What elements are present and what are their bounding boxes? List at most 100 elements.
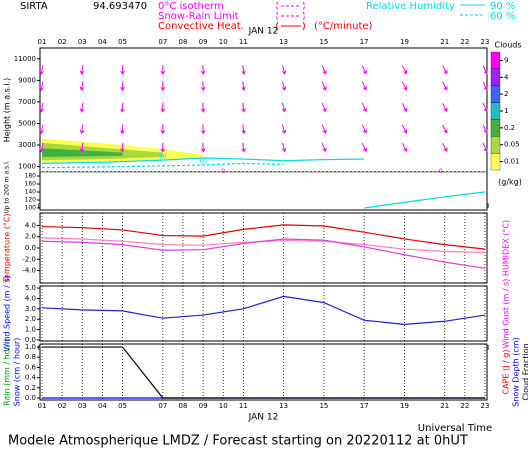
y-tick-label: 7000 xyxy=(18,98,36,106)
wind-arrow xyxy=(200,81,206,92)
wind-arrow xyxy=(321,81,327,91)
wind-arrow xyxy=(200,65,206,76)
wind-arrow xyxy=(442,124,448,134)
y-tick-label: 140 xyxy=(25,189,37,196)
y-tick-label: -2.0 xyxy=(22,255,36,263)
x-tick-label: 22 xyxy=(460,38,469,46)
wind-arrow xyxy=(361,65,367,75)
x-tick-label: 10 xyxy=(219,402,228,410)
x-tick-label: 11 xyxy=(239,38,248,46)
wind-arrow xyxy=(321,102,327,113)
wind-arrow xyxy=(120,102,125,113)
y-tick-label: 120 xyxy=(25,197,37,204)
wind-arrow xyxy=(401,124,408,134)
y-axis-label: Snow (cm / hour) xyxy=(13,338,22,407)
x-axis-label: Universal Time xyxy=(418,423,492,434)
y-tick-label: 0.8 xyxy=(25,353,36,361)
legend-label: 0°C isotherm xyxy=(158,1,224,12)
wind-arrow xyxy=(39,124,44,135)
wind-arrow xyxy=(160,65,166,76)
station: SIRTA xyxy=(20,1,48,12)
colorbar-label: 0.2 xyxy=(504,124,515,132)
rh-legend-label: Relative Humidity xyxy=(366,1,455,12)
y-axis-label: Rain (mm / hour) xyxy=(3,338,12,406)
y-tick-label: 9000 xyxy=(18,76,36,84)
x-tick-label: 10 xyxy=(219,38,228,46)
isotherm-label: 0 xyxy=(439,168,443,175)
x-tick-label: 23 xyxy=(481,38,490,46)
wind-arrow xyxy=(442,103,448,113)
colorbar-swatch xyxy=(490,136,501,154)
x-tick-label: 19 xyxy=(400,402,409,410)
x-tick-label: 01 xyxy=(38,402,47,410)
wind-arrow xyxy=(160,142,166,153)
wind-arrow xyxy=(79,124,85,135)
y-tick-label: 4.0 xyxy=(25,221,36,229)
station-value: 94.693470 xyxy=(93,1,147,12)
wind-arrow xyxy=(79,142,85,153)
x-tick-label: 05 xyxy=(118,402,127,410)
wind-arrow xyxy=(482,124,488,134)
wind-arrow xyxy=(482,103,488,113)
wind-arrow xyxy=(442,81,448,91)
wind-arrow xyxy=(241,102,246,113)
y-axis-label: Snow Depth (cm) xyxy=(512,337,521,406)
y-tick-label: 5000 xyxy=(18,119,36,127)
colorbar-swatch xyxy=(490,119,501,137)
plot-area xyxy=(39,212,488,284)
y-tick-label: 4.0 xyxy=(25,294,36,302)
x-tick-label: 11 xyxy=(239,402,248,410)
wind-arrow xyxy=(79,81,85,92)
wind-arrow xyxy=(401,81,408,91)
x-tick-label: 23 xyxy=(481,402,490,410)
x-tick-label: 13 xyxy=(279,38,288,46)
y-tick-label: 1.0 xyxy=(25,343,36,351)
rh-line xyxy=(42,157,365,164)
wind-arrow xyxy=(160,81,166,92)
y-tick-label: 5.0 xyxy=(25,284,36,292)
legend-samples xyxy=(276,1,485,31)
colorbar-swatch xyxy=(490,68,501,86)
x-tick-label: 19 xyxy=(400,38,409,46)
y-axis-label: Temperature (°C) xyxy=(3,213,12,283)
wind-arrow xyxy=(281,142,287,153)
wind-arrow xyxy=(160,124,166,135)
x-tick-label: 09 xyxy=(199,402,208,410)
y-tick-label: 0.0 xyxy=(25,244,36,252)
wind-arrow xyxy=(401,142,408,153)
wind-arrow xyxy=(200,142,206,153)
x-tick-label: 02 xyxy=(58,38,67,46)
wind-arrow xyxy=(241,81,246,92)
rh-contour-label: 90 xyxy=(159,154,167,161)
x-tick-label: 08 xyxy=(178,402,187,410)
legend-label: Convective Heat. xyxy=(158,21,244,32)
wind-arrow xyxy=(120,81,125,92)
plot-area xyxy=(39,47,488,211)
data-line xyxy=(41,295,486,325)
wind-arrow xyxy=(39,81,44,92)
x-tick-label: 02 xyxy=(58,402,67,410)
y-tick-label: 3000 xyxy=(18,141,36,149)
x-tick-label: 04 xyxy=(98,38,107,46)
legend-unit: (°C/minute) xyxy=(314,21,373,32)
wind-arrow xyxy=(120,65,125,76)
y-axis-label: HUMIDEX (°C) xyxy=(502,220,511,276)
x-tick-label: 08 xyxy=(178,38,187,46)
data-line xyxy=(42,346,485,399)
colorbar-title: Clouds xyxy=(494,41,521,50)
x-tick-label: 17 xyxy=(360,38,369,46)
wind-arrow xyxy=(241,65,246,75)
y-tick-label: 0.6 xyxy=(25,363,37,371)
wind-arrow xyxy=(160,102,166,113)
y-tick-label: 100 xyxy=(25,205,37,212)
wind-arrow xyxy=(321,124,327,134)
data-line xyxy=(41,238,486,269)
y-tick-label: 180 xyxy=(25,173,37,180)
y-tick-label: 1000 xyxy=(18,163,36,171)
colorbar-swatch xyxy=(490,102,501,120)
colorbar-swatch xyxy=(490,51,501,70)
wind-arrow xyxy=(361,124,367,134)
y-tick-label: -4.0 xyxy=(22,267,36,275)
wind-arrow xyxy=(321,142,327,153)
